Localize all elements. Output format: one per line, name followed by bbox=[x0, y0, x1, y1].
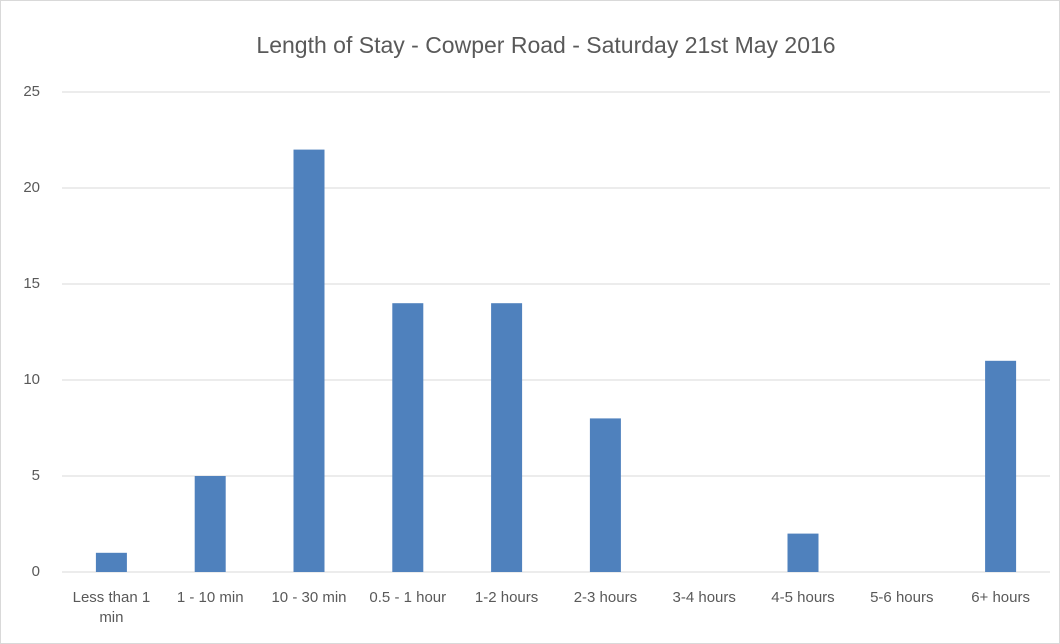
x-tick-label: 2-3 hours bbox=[573, 589, 638, 606]
bar bbox=[392, 303, 424, 572]
y-tick-label: 10 bbox=[23, 371, 40, 388]
x-tick-label: 3-4 hours bbox=[672, 589, 736, 606]
bar bbox=[194, 476, 226, 572]
x-tick-label: 1-2 hours bbox=[474, 589, 539, 606]
y-tick-label: 20 bbox=[23, 179, 40, 196]
y-tick-label: 0 bbox=[32, 563, 40, 580]
x-tick-label: 1 - 10 min bbox=[176, 589, 244, 606]
x-tick-label: 5-6 hours bbox=[870, 589, 934, 606]
bar bbox=[95, 552, 127, 572]
x-tick-label: Less than 1 min bbox=[72, 589, 151, 626]
bar bbox=[787, 533, 819, 572]
x-tick-label: 6+ hours bbox=[971, 589, 1030, 606]
y-tick-label: 5 bbox=[32, 467, 40, 484]
bar bbox=[589, 418, 621, 572]
bar bbox=[985, 360, 1017, 572]
x-tick-label: 10 - 30 min bbox=[271, 589, 347, 606]
bar bbox=[293, 149, 325, 572]
y-tick-label: 25 bbox=[23, 83, 40, 100]
x-tick-label: 0.5 - 1 hour bbox=[369, 589, 447, 606]
x-tick-label: 4-5 hours bbox=[771, 589, 835, 606]
y-tick-label: 15 bbox=[23, 275, 40, 292]
chart-title: Length of Stay - Cowper Road - Saturday … bbox=[256, 32, 835, 58]
bar bbox=[491, 303, 523, 572]
